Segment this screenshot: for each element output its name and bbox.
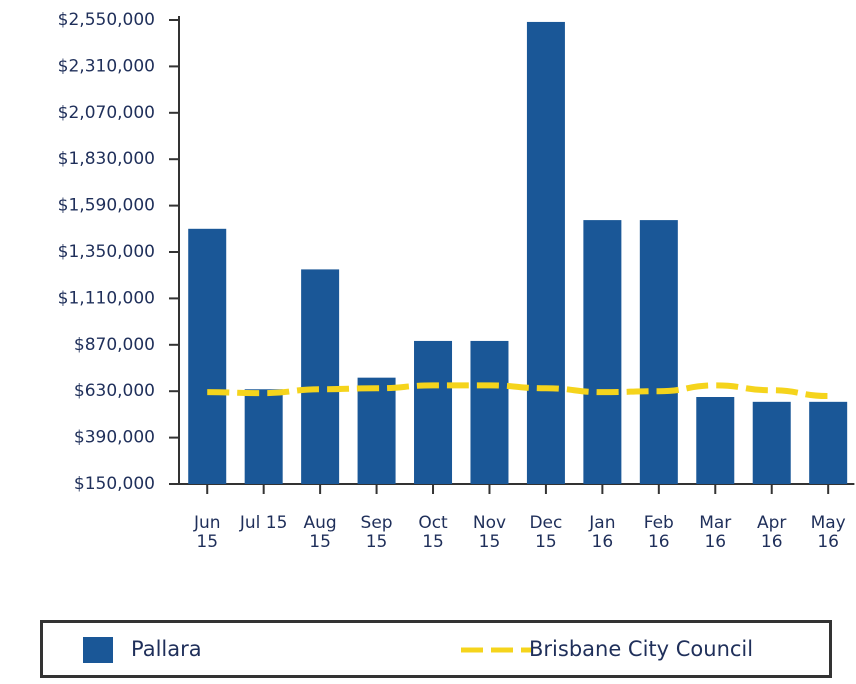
bar: [470, 340, 509, 484]
y-tick-label: $870,000: [74, 335, 155, 355]
bar: [244, 389, 283, 484]
y-tick-label: $1,590,000: [58, 196, 155, 216]
bar: [414, 340, 453, 484]
x-tick-label: Apr 16: [757, 513, 787, 552]
y-tick-label: $390,000: [74, 428, 155, 448]
y-tick-label: $630,000: [74, 381, 155, 401]
bar: [639, 220, 678, 484]
legend-label: Pallara: [131, 637, 202, 661]
legend-label: Brisbane City Council: [529, 637, 754, 661]
y-tick-label: $2,070,000: [58, 103, 155, 123]
legend-swatch: [83, 637, 113, 663]
x-tick-label: Mar 16: [699, 513, 732, 552]
y-tick-label: $2,550,000: [58, 10, 155, 30]
x-tick-label: Jun 15: [193, 513, 221, 552]
x-tick-label: Feb 16: [643, 513, 674, 552]
bar: [526, 21, 565, 485]
bar: [809, 401, 848, 484]
line: [207, 382, 829, 400]
x-tick-label: Jan 16: [589, 513, 616, 552]
bar: [301, 269, 340, 484]
chart: $150,000 $390,000 $630,000 $870,000 $1,110,0…: [58, 10, 855, 494]
y-tick-label: $150,000: [74, 474, 155, 494]
x-tick-label: May 16: [810, 513, 846, 552]
x-tick-label: Dec 15: [529, 513, 563, 552]
legend: Pallara Brisbane City Council: [40, 620, 832, 678]
x-tick-label: Jul 15: [239, 513, 288, 533]
y-tick-label: $1,110,000: [58, 288, 155, 308]
y-tick-label: $1,830,000: [58, 149, 155, 169]
y-tick-label: $2,310,000: [58, 56, 155, 76]
legend-line: [461, 647, 531, 653]
x-tick-label: Sep 15: [360, 513, 393, 552]
bar: [752, 401, 791, 484]
x-tick-label: Nov 15: [472, 513, 507, 552]
x-tick-label: Aug 15: [303, 513, 337, 552]
bar: [583, 220, 622, 484]
x-tick-label: Oct 15: [418, 513, 448, 552]
bar: [696, 397, 735, 484]
y-tick-label: $1,350,000: [58, 242, 155, 262]
bar: [188, 228, 227, 484]
bar: [357, 377, 396, 484]
